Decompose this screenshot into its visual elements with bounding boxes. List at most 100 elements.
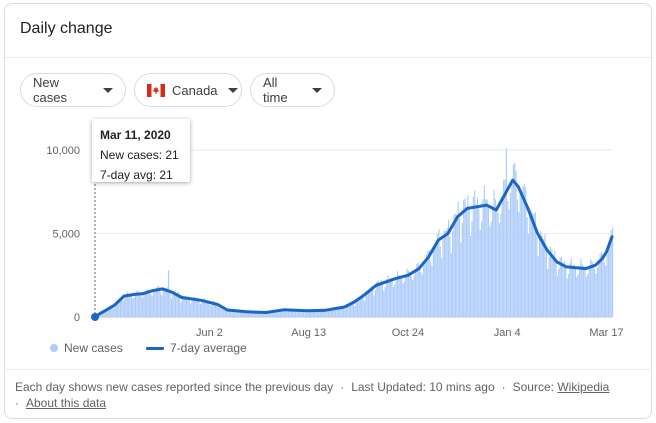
daily-bar — [118, 300, 120, 317]
daily-bar — [173, 291, 175, 317]
daily-bar — [310, 309, 312, 317]
daily-bar — [347, 305, 349, 317]
daily-bar — [387, 275, 389, 317]
daily-bar — [361, 294, 363, 317]
daily-bar — [122, 301, 124, 317]
daily-bar — [580, 259, 582, 317]
chevron-down-icon — [312, 87, 322, 93]
daily-bar — [370, 285, 372, 317]
source-link[interactable]: Wikipedia — [557, 380, 610, 394]
daily-bar — [107, 308, 109, 317]
daily-bar — [301, 310, 303, 317]
daily-bar — [395, 276, 397, 317]
daily-bar — [290, 308, 292, 317]
daily-bar — [245, 311, 247, 317]
metric-dropdown-label: New cases — [33, 75, 67, 105]
daily-bar — [216, 303, 218, 317]
daily-bar — [323, 310, 326, 317]
country-dropdown[interactable]: Canada — [134, 73, 242, 107]
x-tick-label: Jan 4 — [494, 327, 521, 339]
daily-bar — [221, 306, 224, 317]
about-data-link[interactable]: About this data — [26, 396, 107, 410]
daily-bar — [249, 312, 251, 317]
source-label: Source: — [512, 380, 554, 394]
daily-bar — [275, 311, 277, 317]
daily-bar — [157, 286, 159, 317]
daily-bar — [467, 195, 469, 317]
daily-bar — [185, 297, 188, 317]
daily-bar — [129, 294, 131, 317]
daily-bar — [159, 292, 161, 317]
daily-bar — [403, 281, 405, 317]
daily-bar — [132, 298, 134, 317]
y-tick-label: 10,000 — [46, 145, 80, 157]
legend-7day-average[interactable]: 7-day average — [146, 341, 247, 355]
daily-bar — [292, 309, 294, 317]
daily-bar — [428, 250, 430, 317]
daily-bar — [268, 312, 270, 317]
daily-bar — [471, 221, 473, 317]
daily-bar — [311, 310, 313, 317]
daily-bar — [587, 273, 589, 317]
daily-bar — [257, 313, 259, 317]
daily-bar — [529, 214, 531, 317]
daily-bar — [434, 245, 436, 317]
daily-bar — [548, 256, 550, 317]
daily-bar — [536, 236, 538, 317]
range-dropdown-label: All time — [263, 75, 288, 105]
daily-bar — [307, 311, 309, 317]
daily-bar — [436, 233, 439, 317]
daily-bar — [140, 295, 142, 317]
daily-bar — [441, 258, 443, 317]
daily-bar — [443, 230, 445, 317]
daily-bar — [369, 290, 371, 317]
daily-bar — [538, 239, 541, 317]
daily-bar — [383, 290, 385, 317]
daily-bar — [183, 295, 185, 317]
daily-bar — [300, 309, 302, 317]
daily-bar — [398, 275, 400, 317]
daily-bar — [463, 200, 465, 317]
daily-bar — [270, 311, 272, 317]
daily-bar — [146, 289, 148, 317]
daily-bar — [194, 297, 196, 317]
daily-bar — [318, 310, 320, 317]
daily-bar — [496, 205, 498, 317]
daily-bar — [507, 200, 509, 317]
legend-new-cases[interactable]: New cases — [50, 341, 123, 355]
range-dropdown[interactable]: All time — [250, 73, 335, 107]
daily-bar — [174, 292, 177, 317]
daily-bar — [365, 295, 367, 317]
daily-bar — [172, 293, 174, 317]
daily-bar — [293, 309, 295, 317]
daily-bar — [202, 299, 204, 317]
daily-bar — [498, 223, 501, 317]
daily-bar — [560, 256, 563, 317]
daily-bar — [334, 310, 337, 317]
daily-bar — [304, 310, 306, 317]
daily-bar — [606, 254, 608, 317]
daily-bar — [476, 197, 479, 317]
daily-bar — [384, 287, 386, 317]
daily-bar — [315, 311, 317, 317]
daily-bar — [445, 230, 447, 317]
daily-bar — [150, 294, 152, 317]
daily-bar — [359, 297, 361, 317]
daily-bar — [165, 288, 167, 317]
daily-bar — [483, 185, 485, 317]
daily-bar — [316, 311, 319, 317]
metric-dropdown[interactable]: New cases — [20, 73, 126, 107]
daily-change-chart[interactable]: 10,000 5,000 0 Jun 2 Aug 13 Oct 24 Jan 4 Mar 17 — [0, 0, 656, 340]
daily-bar — [385, 279, 388, 317]
daily-bar — [509, 192, 512, 317]
daily-bar — [486, 199, 488, 317]
daily-bar — [227, 310, 229, 317]
daily-bar — [343, 308, 345, 317]
daily-bar — [341, 306, 343, 317]
daily-bar — [246, 312, 248, 317]
daily-bar — [390, 278, 392, 317]
daily-bar — [163, 288, 166, 317]
daily-bar — [449, 236, 451, 317]
daily-bar — [431, 265, 433, 317]
daily-bar — [253, 311, 255, 317]
